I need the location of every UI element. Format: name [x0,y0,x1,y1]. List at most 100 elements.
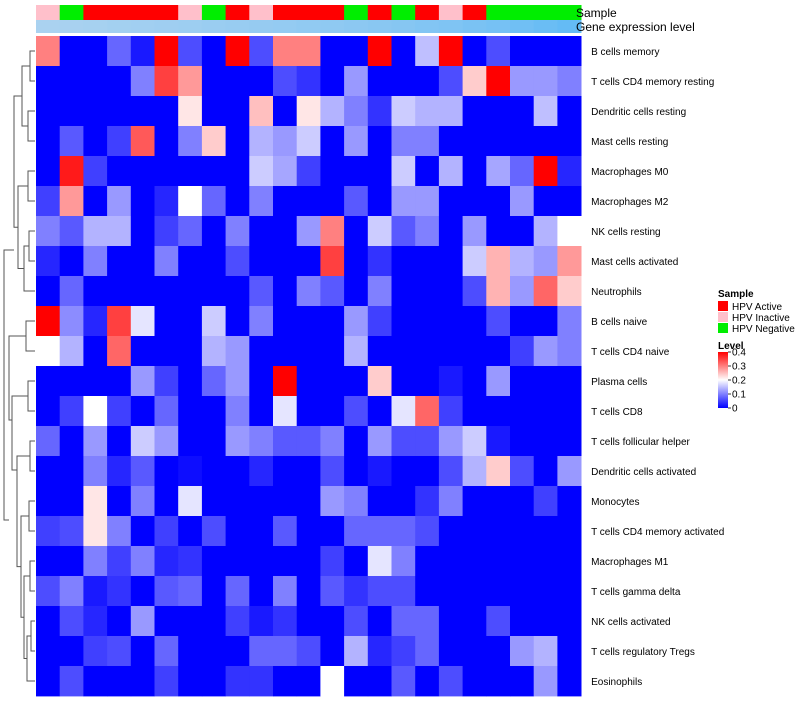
heatmap-cell [510,216,535,247]
heatmap-cell [510,666,535,697]
row-label: Mast cells activated [591,257,678,268]
heatmap-cell [36,666,61,697]
heatmap-cell [367,336,392,367]
heatmap-cell [296,276,321,307]
heatmap-cell [107,336,132,367]
heatmap-cell [107,36,132,67]
heatmap-cell [510,456,535,487]
heatmap-cell [225,606,250,637]
heatmap-cell [130,366,155,397]
dendrogram-branch [27,110,35,142]
heatmap-cell [59,426,84,457]
sample-legend-label: HPV Inactive [732,313,790,324]
expression-annotation-cell [438,20,463,33]
heatmap-cell [486,66,511,97]
heatmap-cell [178,216,203,247]
heatmap-cell [320,396,345,427]
heatmap-cell [296,66,321,97]
heatmap-cell [557,36,582,67]
heatmap-cell [296,486,321,517]
heatmap-cell [486,516,511,547]
heatmap-cell [510,426,535,457]
heatmap-cell [107,516,132,547]
heatmap-cell [367,36,392,67]
expression-annotation-cell [36,20,61,33]
heatmap-cell [438,156,463,187]
heatmap-cell [130,306,155,337]
heatmap-cell [438,486,463,517]
heatmap-cell [83,636,108,667]
heatmap-cell [201,516,226,547]
heatmap-cell [296,186,321,217]
expression-annotation-cell [225,20,250,33]
row-label: T cells CD4 memory resting [591,77,714,88]
heatmap-cell [533,546,558,577]
heatmap-cell [130,396,155,427]
heatmap-cell [557,216,582,247]
heatmap-cell [36,156,61,187]
heatmap-cell [296,246,321,277]
heatmap-cell [462,606,487,637]
heatmap-cell [320,276,345,307]
level-legend-tick-label: 0.3 [732,362,746,373]
heatmap-cell [36,426,61,457]
expression-annotation-cell [391,20,416,33]
heatmap-cell [438,186,463,217]
heatmap-cell [391,516,416,547]
heatmap-cell [225,516,250,547]
heatmap-cell [557,96,582,127]
heatmap-cell [178,276,203,307]
heatmap-cell [344,396,369,427]
heatmap-cell [510,36,535,67]
heatmap-cell [557,606,582,637]
heatmap-cell [178,186,203,217]
heatmap-cell [415,516,440,547]
heatmap-cell [59,36,84,67]
heatmap-cell [249,306,274,337]
dendrogram-branch [16,455,30,568]
heatmap-cell [59,486,84,517]
heatmap-cell [201,666,226,697]
heatmap-cell [557,276,582,307]
heatmap-cell [486,276,511,307]
sample-annotation-cell [178,5,203,20]
heatmap-cell [391,36,416,67]
heatmap-cell [438,36,463,67]
heatmap-cell [533,186,558,217]
heatmap-cell [486,546,511,577]
heatmap-cell [486,426,511,457]
heatmap-cell [201,336,226,367]
heatmap-cell [178,126,203,157]
heatmap-cell [557,186,582,217]
heatmap-cell [178,516,203,547]
heatmap-cell [296,126,321,157]
heatmap-cell [557,636,582,667]
heatmap-cell [178,606,203,637]
heatmap-cell [438,426,463,457]
heatmap-cell [510,306,535,337]
heatmap-cell [83,426,108,457]
heatmap-cell [201,96,226,127]
heatmap-cell [178,246,203,277]
heatmap-cell [415,576,440,607]
heatmap-cell [557,366,582,397]
heatmap-cell [344,516,369,547]
sample-annotation-cell [462,5,487,20]
expression-annotation-cell [533,20,558,33]
heatmap-cell [273,366,298,397]
heatmap-cell [533,66,558,97]
heatmap-cell [225,36,250,67]
heatmap-cell [225,576,250,607]
heatmap-cell [320,66,345,97]
heatmap-cell [438,606,463,637]
heatmap-cell [154,546,179,577]
heatmap-cell [130,636,155,667]
heatmap-cell [201,36,226,67]
heatmap-cell [178,156,203,187]
heatmap-cell [249,336,274,367]
heatmap-cell [438,666,463,697]
heatmap-cell [36,366,61,397]
heatmap-cell [510,276,535,307]
heatmap-cell [391,276,416,307]
heatmap-cell [486,606,511,637]
